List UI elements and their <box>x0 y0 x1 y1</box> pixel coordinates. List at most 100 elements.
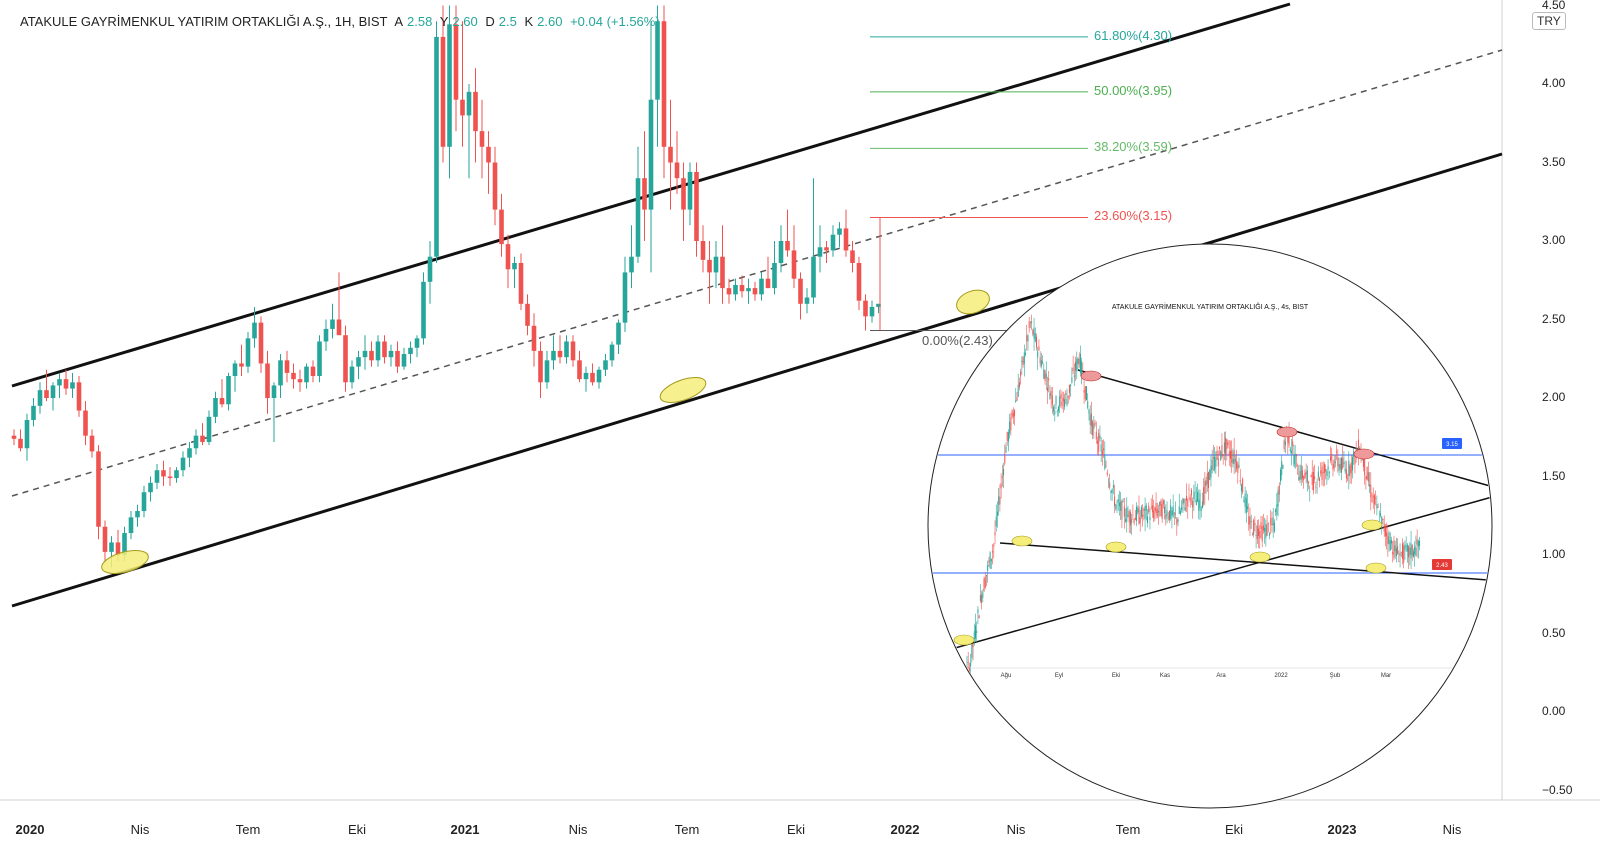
candle-body <box>629 256 634 273</box>
candle-body <box>323 328 329 342</box>
inset-candle-body <box>1219 447 1220 450</box>
candle-body <box>50 385 56 398</box>
candle-body <box>369 350 374 361</box>
inset-candle-body <box>1006 432 1008 441</box>
inset-support-marker <box>1365 562 1387 574</box>
inset-candle-body <box>1060 394 1062 399</box>
candle-body <box>622 272 628 323</box>
inset-candle-body <box>1054 410 1056 415</box>
inset-candle-body <box>1088 409 1090 414</box>
inset-candle-body <box>998 496 1000 505</box>
inset-candle-body <box>950 693 952 696</box>
inset-candle-body <box>1079 353 1081 373</box>
candle-body <box>57 379 62 386</box>
inset-candle-body <box>982 592 984 598</box>
inset-price-badge-text: 2.43 <box>1436 563 1448 569</box>
inset-candle-body <box>959 683 961 688</box>
candle-body <box>232 363 238 377</box>
inset-candle-body <box>1075 361 1077 371</box>
inset-candle-body <box>1336 451 1338 453</box>
inset-candle-body <box>1105 465 1107 467</box>
inset-candle-body <box>1027 335 1029 342</box>
inset-candle-body <box>983 578 985 592</box>
candle-body <box>616 322 621 345</box>
inset-candle-body <box>1051 395 1053 405</box>
inset-candle-body <box>1373 495 1375 505</box>
inset-candle-body <box>1070 384 1072 387</box>
inset-candle-body <box>1164 506 1166 514</box>
inset-candle-body <box>961 682 963 690</box>
inset-candle-body <box>1402 543 1403 559</box>
inset-candle-body <box>1176 518 1178 525</box>
inset-candle-body <box>1332 463 1334 470</box>
fib-level-label: 23.60%(3.15) <box>1094 208 1173 224</box>
inset-candle-body <box>979 595 981 601</box>
inset-candle-body <box>1159 501 1161 506</box>
inset-candle-body <box>1034 333 1036 342</box>
inset-candle-body <box>1233 450 1235 465</box>
inset-candle-body <box>1256 526 1258 540</box>
inset-candle-body <box>1189 497 1191 502</box>
inset-candle-body <box>1300 465 1302 480</box>
candle-body <box>336 319 342 336</box>
candle-body <box>570 341 576 361</box>
inset-candle-body <box>1254 522 1256 525</box>
inset-candle-body <box>1377 507 1379 508</box>
inset-candle-body <box>971 644 973 658</box>
inset-candle-body <box>957 679 959 693</box>
candle-body <box>466 91 472 116</box>
inset-candle-body <box>1020 371 1022 377</box>
candle-body <box>687 171 693 210</box>
inset-candle-body <box>1143 508 1145 511</box>
candle-body <box>811 256 816 298</box>
inset-candle-body <box>1000 483 1002 489</box>
candle-body <box>122 533 127 555</box>
inset-candle-body <box>1339 463 1341 470</box>
inset-candle-body <box>1294 453 1296 468</box>
inset-price-badge <box>1442 438 1462 449</box>
inset-candle-body <box>1399 552 1401 557</box>
inset-candle-body <box>1072 367 1074 372</box>
inset-candle-body <box>990 558 992 562</box>
inset-candle-body <box>1316 481 1318 483</box>
inset-candle-body <box>1205 480 1207 487</box>
inset-candle-body <box>1327 466 1329 470</box>
inset-candle-body <box>1225 437 1227 455</box>
inset-candle-body <box>1204 481 1206 494</box>
candle-body <box>863 300 868 317</box>
currency-button[interactable]: TRY <box>1532 12 1566 30</box>
inset-candle-body <box>1004 453 1006 464</box>
inset-candle-body <box>1259 531 1261 539</box>
candle-body <box>453 24 459 100</box>
inset-candle-body <box>1244 493 1246 507</box>
candle-body <box>583 372 589 380</box>
candle-body <box>63 379 69 389</box>
x-tick-label: Eki <box>786 822 806 837</box>
x-tick-label: 2021 <box>450 822 480 837</box>
candle-body <box>76 382 82 411</box>
inset-candle-body <box>1398 561 1400 562</box>
candle-body <box>297 379 303 383</box>
candle-body <box>180 457 186 471</box>
inset-candle-body <box>1325 469 1327 472</box>
candle-body <box>141 492 147 512</box>
inset-candle-body <box>1419 540 1421 546</box>
inset-candle-body <box>1134 517 1136 521</box>
inset-candle-body <box>1209 469 1211 480</box>
inset-candle-body <box>1319 478 1321 481</box>
inset-candle-body <box>1395 548 1397 557</box>
inset-candle-body <box>1046 387 1048 392</box>
y-tick-label: −0.50 <box>1542 782 1573 797</box>
inset-candle-body <box>1290 451 1292 453</box>
candle-body <box>187 448 192 458</box>
inset-candle-body <box>1066 398 1068 406</box>
inset-candle-body <box>1077 358 1079 364</box>
inset-candle-body <box>1236 461 1238 469</box>
inset-candle-body <box>1321 466 1323 480</box>
inset-candle-body <box>1391 540 1393 544</box>
inset-candle-body <box>1312 472 1314 491</box>
inset-candle-body <box>1412 551 1414 557</box>
inset-candle-body <box>1064 399 1066 408</box>
inset-candle-body <box>981 594 983 604</box>
inset-candle-body <box>1126 507 1128 522</box>
